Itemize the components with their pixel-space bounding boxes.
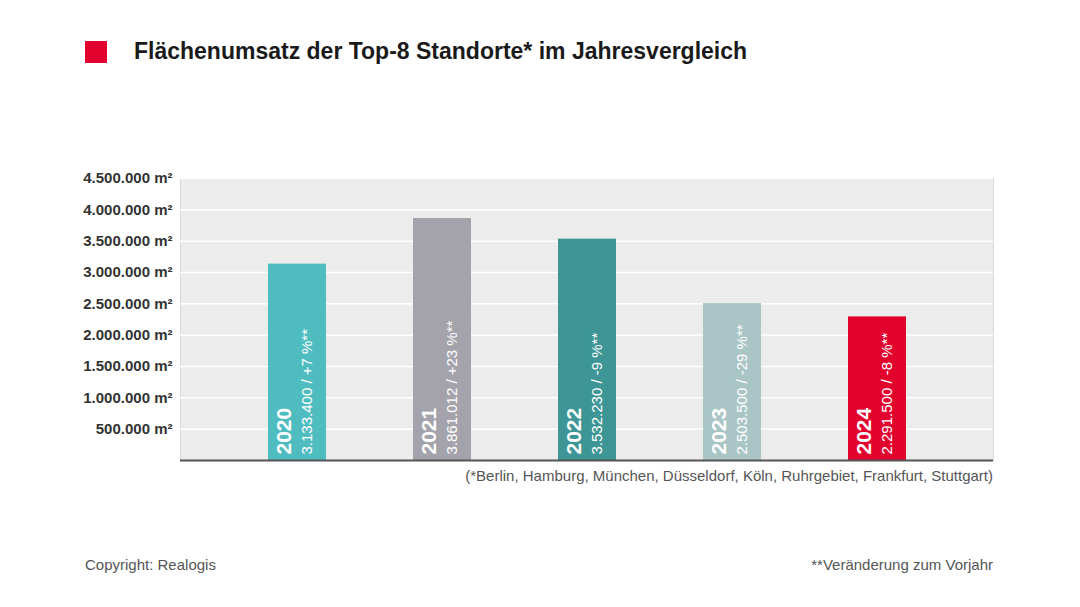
svg-text:1.500.000 m²: 1.500.000 m² [83, 357, 172, 374]
html-text:Copyright: Realogis: Copyright: Realogis [85, 556, 216, 573]
svg-text:2020: 2020 [272, 408, 295, 455]
svg-text:2021: 2021 [417, 407, 440, 454]
svg-text:3.532.230 / -9 %**: 3.532.230 / -9 %** [588, 333, 605, 455]
svg-text:2.500.000 m²: 2.500.000 m² [83, 295, 172, 312]
svg-text:3.500.000 m²: 3.500.000 m² [83, 232, 172, 249]
html-text:**Veränderung zum Vorjahr: **Veränderung zum Vorjahr [811, 556, 993, 573]
svg-text:3.133.400 / +7 %**: 3.133.400 / +7 %** [298, 329, 315, 455]
svg-text:2023: 2023 [707, 408, 730, 455]
svg-text:1.000.000 m²: 1.000.000 m² [83, 389, 172, 406]
svg-text:2.000.000 m²: 2.000.000 m² [83, 326, 172, 343]
svg-text:4.500.000 m²: 4.500.000 m² [83, 169, 172, 186]
svg-text:500.000 m²: 500.000 m² [96, 420, 173, 437]
svg-text:2.503.500 / -29 %**: 2.503.500 / -29 %** [733, 324, 750, 454]
svg-text:2022: 2022 [562, 408, 585, 455]
svg-text:2024: 2024 [852, 407, 875, 454]
html-text:(*Berlin, Hamburg, München, Dü: (*Berlin, Hamburg, München, Düsseldorf, … [465, 467, 993, 484]
svg-text:3.861.012 / +23 %**: 3.861.012 / +23 %** [443, 320, 460, 454]
html-text:Flächenumsatz der Top-8 Stando: Flächenumsatz der Top-8 Standorte* im Ja… [134, 38, 748, 64]
svg-text:3.000.000 m²: 3.000.000 m² [83, 263, 172, 280]
svg-text:2.291.500 / -8 %**: 2.291.500 / -8 %** [878, 333, 895, 455]
svg-text:4.000.000 m²: 4.000.000 m² [83, 201, 172, 218]
